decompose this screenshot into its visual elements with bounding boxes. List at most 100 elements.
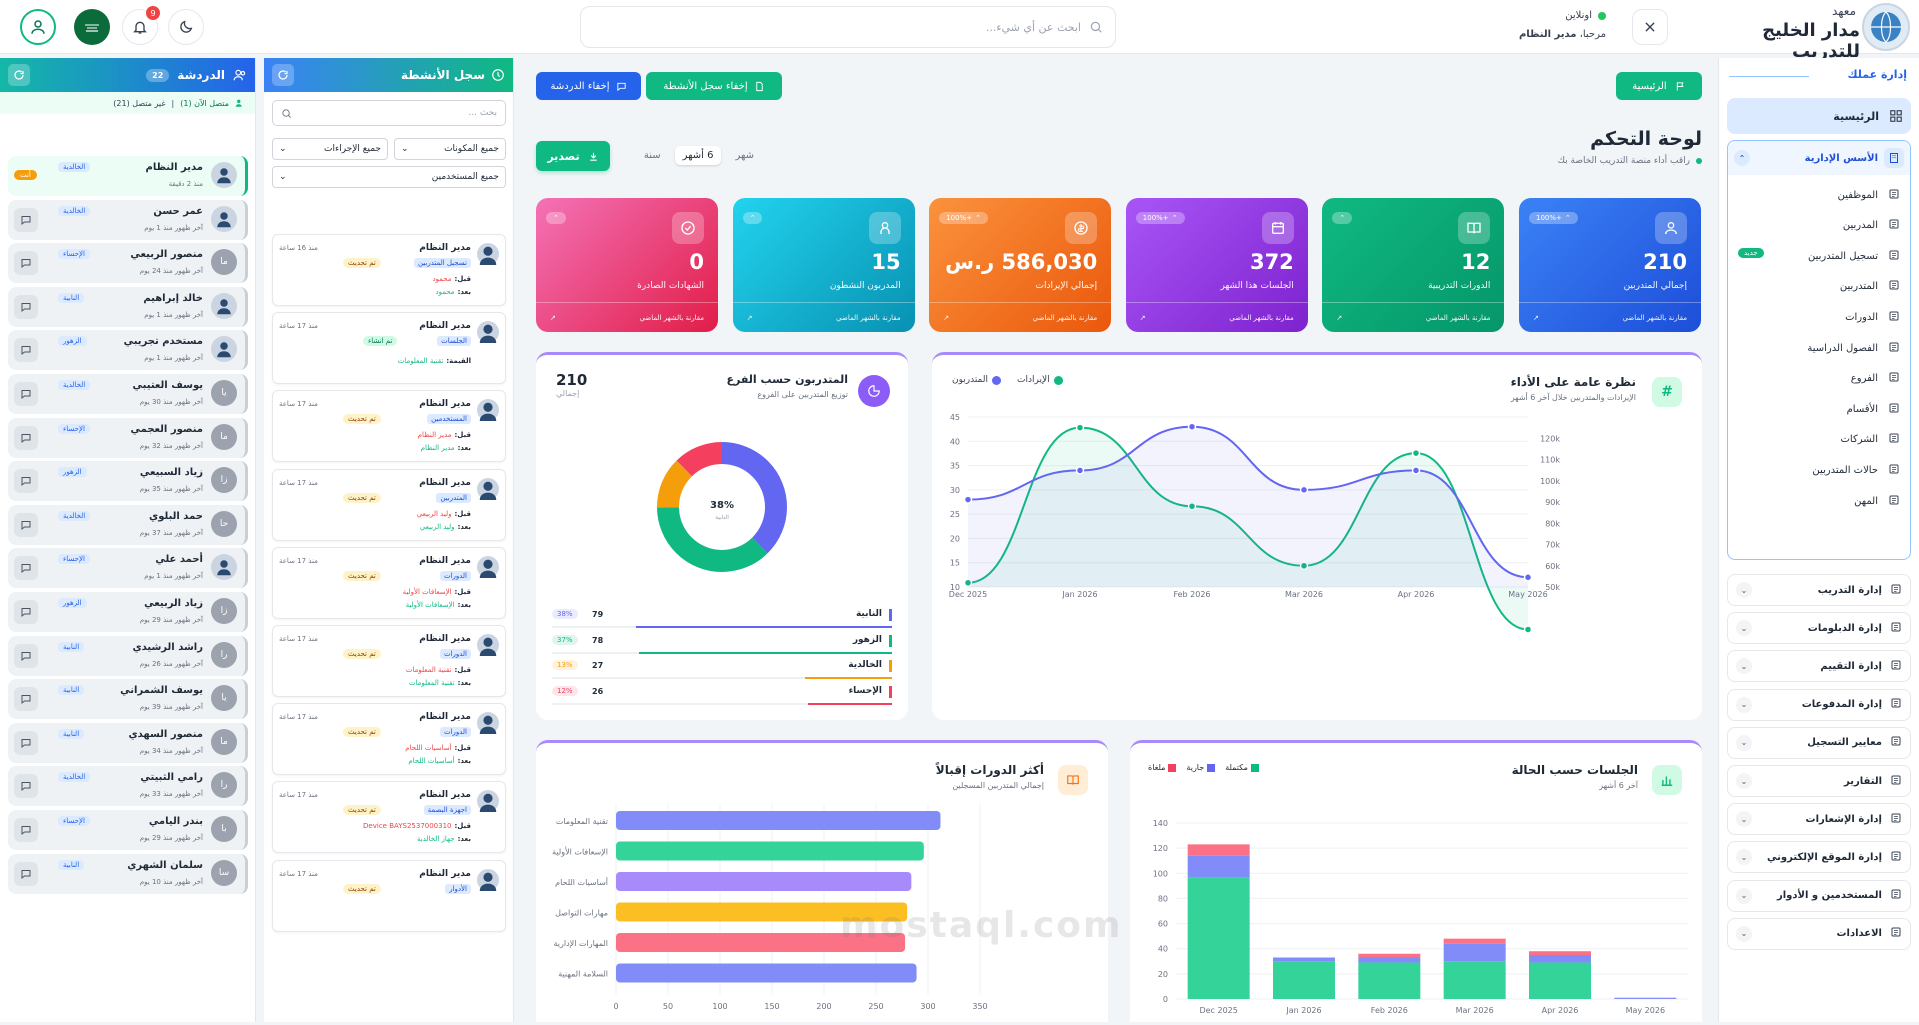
sidebar-group-reports[interactable]: ⌄ التقارير xyxy=(1727,765,1911,797)
chat-user-row[interactable]: را راشد الرشيدي آخر ظهور منذ 26 يوم النابية xyxy=(8,635,248,676)
period-tab-6months[interactable]: 6 أشهر xyxy=(674,145,722,165)
activity-entry[interactable]: مدير النظام منذ 17 ساعة الدورات تم تحديث قبل… xyxy=(272,625,506,697)
kpi-revenue[interactable]: 100%+ ⌃ 586,030 ر.س إجمالي الإيرادات ↗ مقارنة… xyxy=(929,198,1112,332)
message-button[interactable] xyxy=(14,425,38,450)
home-button[interactable]: الرئيسية xyxy=(1616,72,1702,100)
theme-toggle-button[interactable] xyxy=(168,9,204,45)
profile-button[interactable] xyxy=(20,9,56,45)
hide-activity-button[interactable]: إخفاء سجل الأنشطة xyxy=(646,72,782,100)
sidebar-group-users-roles[interactable]: ⌄ المستخدمين و الأدوار xyxy=(1727,879,1911,912)
legend-value: 27 xyxy=(592,661,604,670)
message-button[interactable] xyxy=(14,556,38,581)
sidebar-item-trainee-registration[interactable]: تسجيل المتدربين جديد xyxy=(1734,244,1904,268)
sidebar-group-registration-criteria[interactable]: ⌄ معايير التسجيل xyxy=(1727,726,1911,759)
activity-entry[interactable]: مدير النظام منذ 16 ساعة تسجيل المتدربين تم … xyxy=(272,234,506,306)
kpi-active-trainers[interactable]: ⌃ 15 المدربون النشطون ↗ مقارنة بالشهر الماضي xyxy=(732,198,915,332)
sidebar-item-trainees[interactable]: المتدربين xyxy=(1734,275,1904,299)
sidebar-group-payments[interactable]: ⌄ إدارة المدفوعات xyxy=(1727,688,1911,721)
chat-user-row[interactable]: حا حمد البلوي آخر ظهور منذ 37 يوم الخالدية xyxy=(8,504,248,545)
sidebar-item-courses[interactable]: الدورات xyxy=(1734,305,1904,329)
notifications-button[interactable]: 9 xyxy=(122,6,160,45)
sidebar-group-website[interactable]: ⌄ إدارة الموقع الإلكتروني xyxy=(1727,841,1911,874)
chat-user-row[interactable]: يا يوسف الشمراني آخر ظهور منذ 39 يوم النابي… xyxy=(8,679,248,720)
message-button[interactable] xyxy=(14,382,38,406)
chat-user-row[interactable]: سا سلمان الشهري آخر ظهور منذ 10 يوم النابية xyxy=(8,853,248,894)
basics-group-header[interactable]: ⌃ الأسس الإدارية xyxy=(1728,141,1910,175)
message-button[interactable] xyxy=(14,251,38,276)
filter-actions-select[interactable]: جميع الإجراءات ⌄ xyxy=(272,138,388,160)
sidebar-item-trainers[interactable]: المدربين xyxy=(1734,214,1904,238)
chat-user-row[interactable]: أحمد علي آخر ظهور منذ 1 يوم الإحساء xyxy=(8,548,248,589)
message-button[interactable] xyxy=(14,861,38,886)
x-tick: Dec 2025 xyxy=(1199,1006,1237,1015)
message-button[interactable] xyxy=(14,469,38,494)
activity-entry[interactable]: مدير النظام منذ 17 ساعة الأدوار تم تحديث xyxy=(272,859,506,932)
bar-chart-icon xyxy=(1652,765,1682,795)
kpi-footer: ↗ مقارنة بالشهر الماضي xyxy=(929,302,1112,332)
chat-user-row[interactable]: را رامي الثبيتي آخر ظهور منذ 33 يوم الخالدي… xyxy=(8,766,248,807)
message-button[interactable] xyxy=(14,512,38,537)
before-label: قبل: xyxy=(454,509,472,518)
sidebar-item-companies[interactable]: الشركات xyxy=(1734,428,1904,452)
chat-user-row[interactable]: خالد إبراهيم آخر ظهور منذ 1 يوم النابية xyxy=(8,286,248,327)
activity-entry[interactable]: مدير النظام منذ 17 ساعة الدورات تم تحديث قبل… xyxy=(272,703,506,776)
language-flag-button[interactable] xyxy=(74,9,110,45)
chat-user-row[interactable]: مستخدم تجريبي آخر ظهور منذ 1 يوم الزهور xyxy=(8,330,248,371)
chat-user-row[interactable]: زا زياد الربيعي آخر ظهور منذ 29 يوم الزهور xyxy=(8,592,248,632)
sidebar-group-settings[interactable]: ⌄ الاعدادات xyxy=(1727,917,1911,950)
activity-entry[interactable]: مدير النظام منذ 17 ساعة الدورات تم تحديث قبل… xyxy=(272,546,506,619)
sidebar-group-evaluation[interactable]: ⌄ إدارة التقييم xyxy=(1727,650,1911,683)
hide-chat-button[interactable]: إخفاء الدردشة xyxy=(536,72,641,100)
chat-user-row[interactable]: زا زياد السبيعي آخر ظهور منذ 35 يوم الزهور xyxy=(8,461,248,502)
kpi-total-trainees[interactable]: 100%+ ⌃ 210 إجمالي المتدربين ↗ مقارنة بالشهر … xyxy=(1519,198,1701,332)
sidebar-group-title: معايير التسجيل xyxy=(1807,735,1902,750)
message-button[interactable] xyxy=(14,294,38,319)
avatar: يا xyxy=(211,685,237,712)
kpi-sessions[interactable]: 100%+ ⌃ 372 الجلسات هذا الشهر ↗ مقارنة بالشهر… xyxy=(1125,198,1308,332)
period-tab-month[interactable]: شهر xyxy=(735,149,754,161)
chat-user-row[interactable]: عمر حسن آخر ظهور منذ 1 يوم الخالدية xyxy=(8,199,248,240)
message-button[interactable] xyxy=(14,730,38,755)
sidebar-item-trainee-statuses[interactable]: حالات المتدربين xyxy=(1734,458,1904,482)
sidebar-group-notifications[interactable]: ⌄ إدارة الإشعارات xyxy=(1727,803,1911,836)
kpi-certificates[interactable]: ⌃ 0 الشهادات الصادرة ↗ مقارنة بالشهر الماضي xyxy=(536,198,718,332)
message-button[interactable] xyxy=(14,338,38,363)
sidebar-group-diplomas[interactable]: ⌄ إدارة الدبلومات xyxy=(1727,612,1911,645)
activity-entry[interactable]: مدير النظام منذ 17 ساعة المتدربين تم تحديث ق… xyxy=(272,468,506,541)
refresh-chat-button[interactable] xyxy=(8,64,30,86)
activity-entry[interactable]: مدير النظام منذ 17 ساعة الجلسات تم انشاء الق… xyxy=(272,312,506,385)
sidebar-item-branches[interactable]: الفروع xyxy=(1734,367,1904,391)
chat-user-row[interactable]: ما منصور السهدي آخر ظهور منذ 34 يوم النابية xyxy=(8,722,248,763)
sidebar-item-employees[interactable]: الموظفين xyxy=(1734,183,1904,207)
chat-user-row[interactable]: ما منصور الربيعي آخر ظهور منذ 24 يوم الإحسا… xyxy=(8,243,248,284)
filter-components-select[interactable]: جميع المكونات ⌄ xyxy=(394,138,506,160)
close-sidebar-button[interactable] xyxy=(1632,9,1668,45)
refresh-activity-button[interactable] xyxy=(272,64,294,86)
message-button[interactable] xyxy=(14,687,38,712)
chat-user-row[interactable]: يا يوسف العتيبي آخر ظهور منذ 30 يوم الخالدي… xyxy=(8,374,248,414)
chat-user-row[interactable]: مدير النظام منذ 2 دقيقة الخالدية أنت xyxy=(8,156,248,196)
activity-entry[interactable]: مدير النظام منذ 17 ساعة المستخدمين تم تحديث… xyxy=(272,390,506,463)
sidebar-item-professions[interactable]: المهن xyxy=(1734,489,1904,513)
kpi-courses[interactable]: ⌃ 12 الدورات التدريبية ↗ مقارنة بالشهر الماض… xyxy=(1322,198,1505,332)
sidebar-item-departments[interactable]: الأقسام xyxy=(1734,397,1904,421)
filter-users-select[interactable]: جميع المستخدمين ⌄ xyxy=(272,166,506,188)
activity-entry[interactable]: مدير النظام منذ 17 ساعة اجهزة البصمة تم تحد… xyxy=(272,781,506,854)
x-tick: Feb 2026 xyxy=(1371,1006,1408,1015)
message-button[interactable] xyxy=(14,818,38,842)
activity-search-input[interactable]: بحث ... xyxy=(272,100,506,126)
chat-user-row[interactable]: با بندر اليامي آخر ظهور منذ 29 يوم الإحساء xyxy=(8,810,248,850)
export-button[interactable]: تصدير xyxy=(536,141,610,171)
period-tab-year[interactable]: سنة xyxy=(643,149,661,161)
global-search-box[interactable]: ابحث عن أي شيء... xyxy=(580,6,1116,48)
sidebar-item-home[interactable]: الرئيسية xyxy=(1727,98,1911,134)
message-button[interactable] xyxy=(14,600,38,624)
sidebar-item-classrooms[interactable]: الفصول الدراسية xyxy=(1734,336,1904,360)
message-button[interactable] xyxy=(14,207,38,232)
message-button[interactable] xyxy=(14,643,38,668)
performance-card: نظرة عامة على الأداء الإيرادات والمتدربي… xyxy=(932,352,1702,720)
chat-user-row[interactable]: ما منصور العجمي آخر ظهور منذ 32 يوم الإحساء xyxy=(8,417,248,458)
sidebar-group-training[interactable]: ⌄ إدارة التدريب xyxy=(1727,574,1911,606)
message-button[interactable] xyxy=(14,774,38,799)
after-value: مدير النظام xyxy=(420,444,455,453)
